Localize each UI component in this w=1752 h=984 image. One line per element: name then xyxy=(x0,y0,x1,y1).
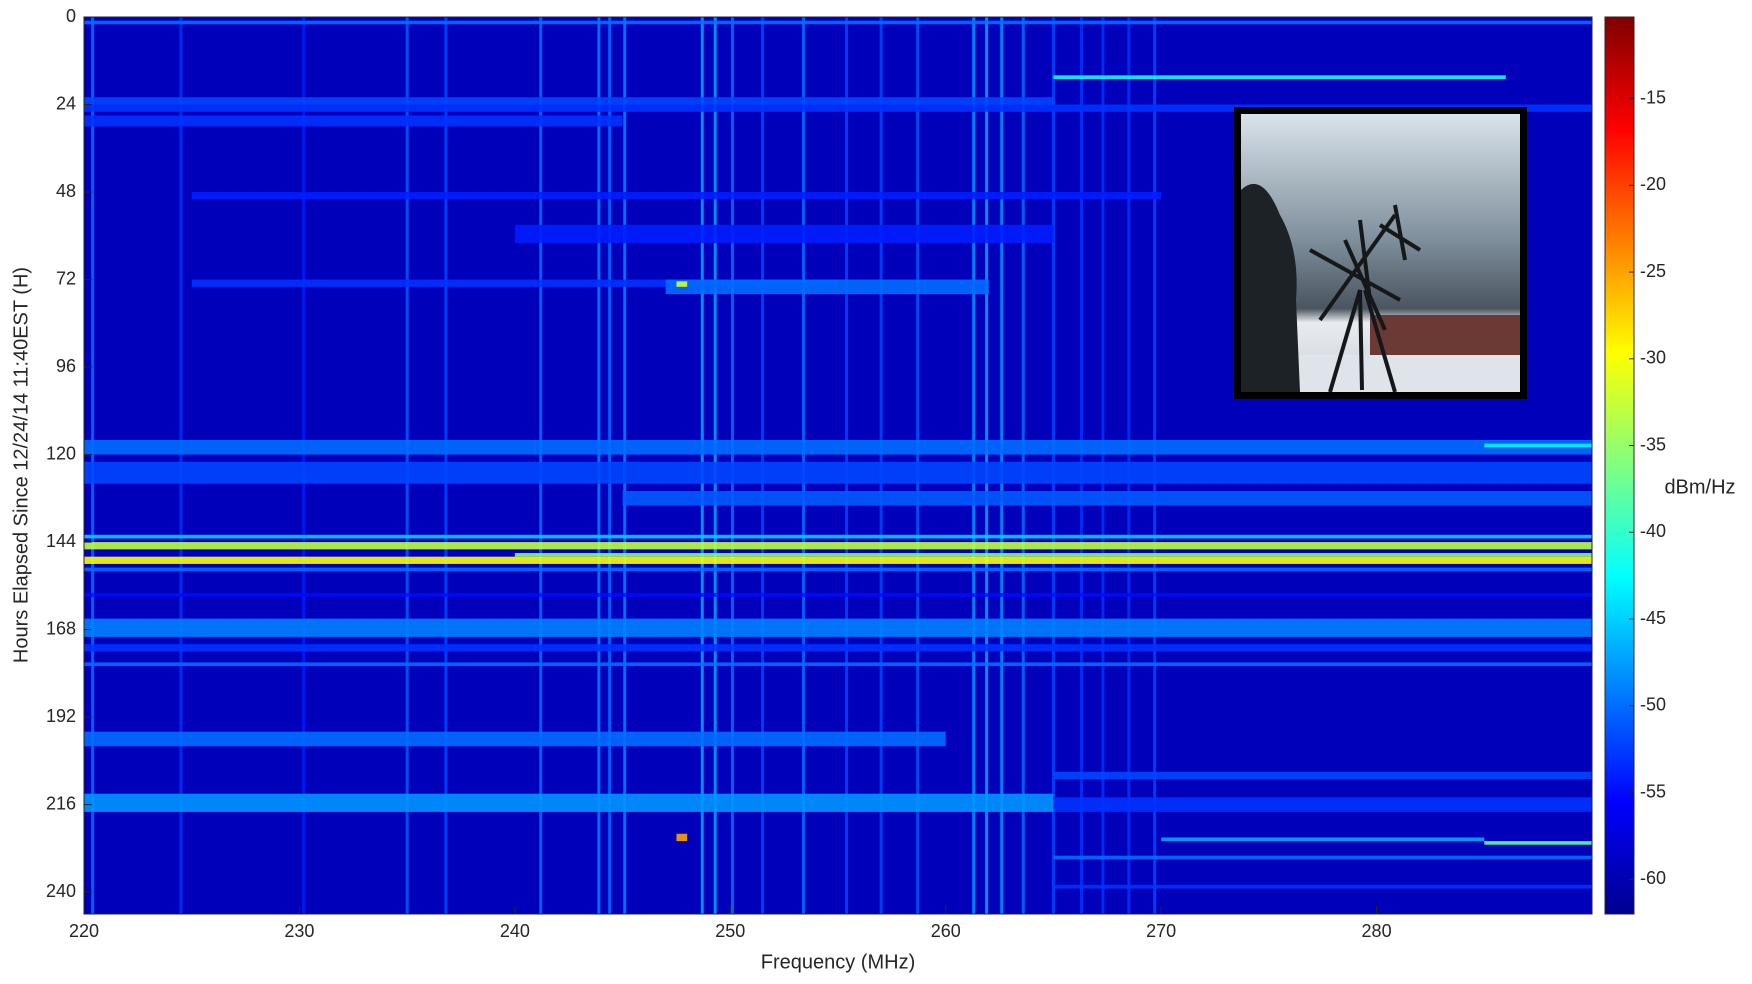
photo-building xyxy=(1370,315,1520,355)
heat-cell xyxy=(84,462,1592,484)
x-tick-label: 250 xyxy=(715,921,745,941)
colorbar-tick-label: -45 xyxy=(1640,608,1666,628)
heat-cell xyxy=(676,834,687,841)
x-tick-label: 260 xyxy=(931,921,961,941)
heat-cell xyxy=(84,535,1592,539)
heat-cell xyxy=(84,97,1053,104)
y-tick-label: 240 xyxy=(46,881,76,901)
heat-cell xyxy=(1161,837,1484,841)
colorbar-tick-label: -50 xyxy=(1640,695,1666,715)
heat-cell xyxy=(84,662,1592,666)
y-tick-label: 120 xyxy=(46,443,76,463)
y-tick-label: 192 xyxy=(46,706,76,726)
y-tick-label: 144 xyxy=(46,531,76,551)
x-axis-label: Frequency (MHz) xyxy=(761,951,915,973)
y-tick-label: 48 xyxy=(56,181,76,201)
heat-cell xyxy=(1484,444,1592,448)
y-axis-label: Hours Elapsed Since 12/24/14 11:40EST (H… xyxy=(10,267,32,663)
heat-cell xyxy=(515,553,1592,557)
y-tick-label: 24 xyxy=(56,93,76,113)
heat-cell xyxy=(676,281,687,286)
heat-cell xyxy=(84,568,1592,572)
heat-cell xyxy=(84,619,1592,637)
heat-cell xyxy=(1053,772,1592,779)
heat-cell xyxy=(84,794,1053,812)
heat-cell xyxy=(1053,885,1592,889)
x-tick-label: 220 xyxy=(69,921,99,941)
x-tick-label: 240 xyxy=(500,921,530,941)
y-tick-label: 216 xyxy=(46,793,76,813)
heat-cell xyxy=(84,644,1592,651)
colorbar-tick-label: -60 xyxy=(1640,868,1666,888)
colorbar-tick-label: -20 xyxy=(1640,174,1666,194)
heat-cell xyxy=(1484,841,1592,845)
y-tick-label: 168 xyxy=(46,618,76,638)
colorbar-label: dBm/Hz xyxy=(1664,476,1735,498)
heat-cell xyxy=(84,115,623,126)
chart: Hours Elapsed Since 12/24/14 11:40EST (H… xyxy=(0,0,1752,979)
colorbar xyxy=(1605,17,1634,914)
y-tick-label: 72 xyxy=(56,268,76,288)
heat-cell xyxy=(1053,75,1505,79)
heat-cell xyxy=(84,21,1592,25)
y-tick-label: 96 xyxy=(56,356,76,376)
colorbar-tick-label: -55 xyxy=(1640,781,1666,801)
x-tick-label: 280 xyxy=(1362,921,1392,941)
heat-cell xyxy=(84,593,1592,597)
heat-cell xyxy=(84,557,1592,564)
heat-cell xyxy=(623,491,1592,506)
colorbar-tick-label: -30 xyxy=(1640,348,1666,368)
heat-cell xyxy=(84,732,946,747)
y-tick-label: 0 xyxy=(66,6,76,26)
colorbar-tick-label: -35 xyxy=(1640,434,1666,454)
x-tick-label: 230 xyxy=(284,921,314,941)
heat-cell xyxy=(84,542,1592,549)
heat-cell xyxy=(666,280,989,295)
heat-cell xyxy=(515,225,1054,243)
colorbar-tick-label: -25 xyxy=(1640,261,1666,281)
heat-cell xyxy=(1053,797,1592,812)
colorbar-tick-label: -15 xyxy=(1640,87,1666,107)
heat-cell xyxy=(1053,856,1592,860)
colorbar-tick-label: -40 xyxy=(1640,521,1666,541)
inset-photo xyxy=(1234,107,1527,399)
x-tick-label: 270 xyxy=(1146,921,1176,941)
heat-cell xyxy=(192,192,1161,199)
heat-cell xyxy=(84,440,1592,455)
